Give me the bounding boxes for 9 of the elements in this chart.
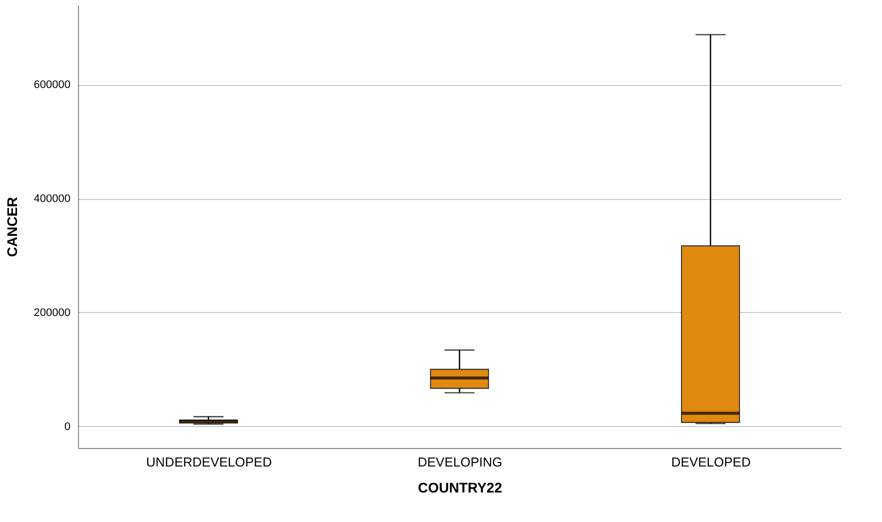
y-tick-label: 600000 [34,79,70,92]
x-tick-label: DEVELOPING [418,454,502,470]
x-tick-label: DEVELOPED [671,454,751,470]
y-tick-label: 400000 [34,193,70,206]
y-tick-label: 200000 [34,306,70,319]
y-tick-label: 0 [64,420,70,433]
x-tick-label: UNDERDEVELOPED [146,454,272,470]
x-axis-title: COUNTRY22 [418,480,502,496]
y-axis-title: CANCER [4,197,20,257]
